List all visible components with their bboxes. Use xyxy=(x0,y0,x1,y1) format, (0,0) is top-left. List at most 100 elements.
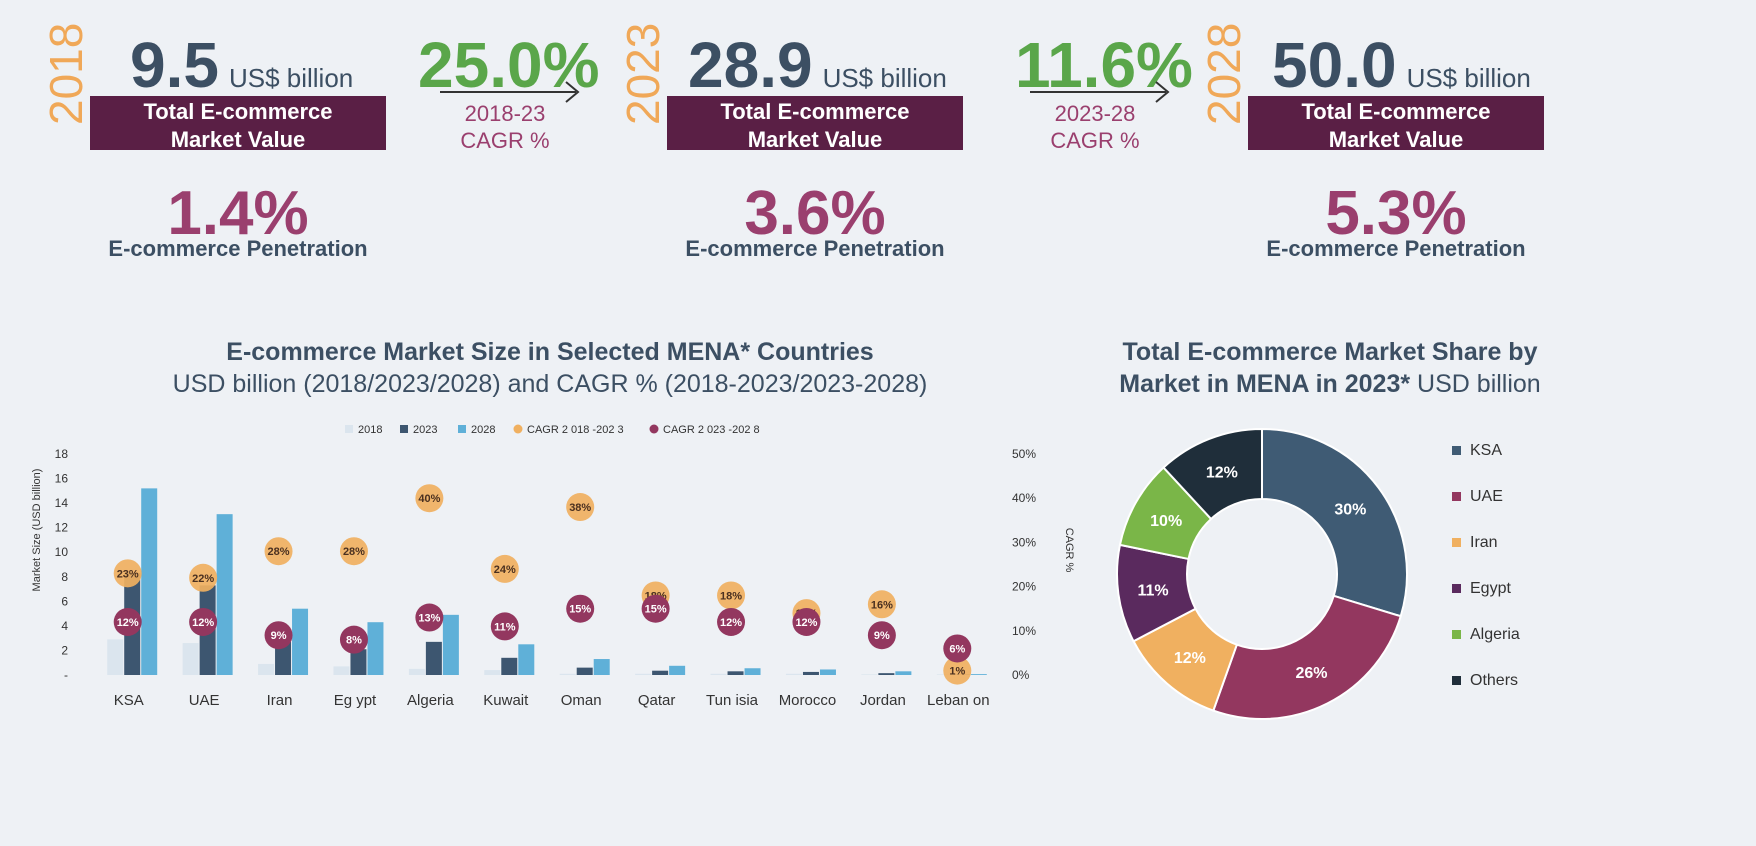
legend-swatch xyxy=(1452,630,1461,639)
cagr-value-label: 16% xyxy=(871,599,893,611)
x-tick-label: Kuwait xyxy=(483,692,529,709)
cagr-value-label: 23% xyxy=(117,568,139,580)
kpi-band: Total E-commerce Market Value xyxy=(667,96,963,152)
legend-swatch xyxy=(1452,538,1461,547)
kpi-year: 2018 xyxy=(40,22,92,125)
bar xyxy=(258,663,275,675)
bar xyxy=(802,671,819,675)
growth-value: 25.0% xyxy=(418,29,600,101)
bar xyxy=(576,667,593,675)
y-tick-label: 2 xyxy=(61,643,68,657)
cagr-marker xyxy=(189,563,218,592)
bar xyxy=(216,514,233,675)
cagr-marker xyxy=(490,554,519,583)
pie-chart-title-line1: Total E-commerce Market Share by xyxy=(1122,338,1538,366)
cagr-value-label: 38% xyxy=(569,502,591,514)
kpi-value: 9.5 US$ billion xyxy=(130,28,353,102)
cagr-marker xyxy=(113,607,142,636)
cagr-marker xyxy=(264,537,293,566)
legend-label: Egypt xyxy=(1470,580,1511,597)
kpi-year: 2028 xyxy=(1198,22,1250,125)
legend-label: CAGR 2 018 -202 3 xyxy=(527,424,624,436)
cagr-value-label: 12% xyxy=(117,617,139,629)
cagr-value-label: 15% xyxy=(569,604,591,616)
legend-label: 2023 xyxy=(413,424,437,436)
donut-slice-label: 12% xyxy=(1206,465,1238,482)
cagr-value-label: 11% xyxy=(494,621,516,633)
y-tick-label: 10 xyxy=(55,545,69,559)
cagr-marker xyxy=(415,603,444,632)
donut-slice xyxy=(1261,427,1408,618)
donut-slice-label: 30% xyxy=(1334,502,1366,519)
bar-chart-title-main: E-commerce Market Size in Selected MENA*… xyxy=(226,338,874,366)
cagr-value-label: 28% xyxy=(268,546,290,558)
penetration-value: 5.3% xyxy=(1325,179,1467,248)
cagr-value-label: 6% xyxy=(949,643,965,655)
bar xyxy=(350,649,367,675)
x-axis-labels: KSA UAE Iran Eg ypt Algeria Kuwait Oman Qatar Tu… xyxy=(114,692,990,709)
cagr-marker xyxy=(189,607,218,636)
y-tick-label: - xyxy=(64,668,68,682)
cagr-marker xyxy=(566,493,595,522)
kpi-year: 2023 xyxy=(617,22,669,125)
penetration-label: E-commerce Penetration xyxy=(108,236,368,261)
cagr-marker xyxy=(415,484,444,513)
cagr-marker xyxy=(867,621,896,650)
x-tick-label: Oman xyxy=(561,692,602,709)
cagr-value-label: 24% xyxy=(494,564,516,576)
cagr-marker xyxy=(339,537,368,566)
kpi-band-line1: Total E-commerce xyxy=(1301,99,1491,124)
x-tick-label: Tun isia xyxy=(706,692,759,709)
x-tick-label: Qatar xyxy=(638,692,676,709)
donut-slice-label: 12% xyxy=(1174,650,1206,667)
y2-tick-label: 10% xyxy=(1012,624,1036,638)
cagr-marker xyxy=(943,656,972,685)
donut-slice xyxy=(1212,594,1402,720)
arrow-right-icon xyxy=(440,81,580,103)
cagr-value-label: 8% xyxy=(346,635,362,647)
cagr-marker xyxy=(717,607,746,636)
growth-caption: CAGR % xyxy=(1050,128,1140,153)
bar xyxy=(652,670,669,675)
x-tick-label: Jordan xyxy=(860,692,906,709)
donut-chart: 30% 26% 12% 11% 10% 12% KSA UAE Iran Egypt Algeri… xyxy=(1116,427,1520,720)
bars xyxy=(107,488,987,675)
bar xyxy=(895,671,912,675)
pie-chart-title-line2: Market in MENA in 2023* xyxy=(1119,370,1411,398)
kpi-unit: US$ billion xyxy=(1406,63,1531,93)
y-tick-label: 4 xyxy=(61,619,68,633)
cagr-value-label: 28% xyxy=(343,546,365,558)
bar xyxy=(501,657,518,675)
y-tick-label: 12 xyxy=(55,521,69,535)
legend-label: Algeria xyxy=(1470,626,1520,643)
bar xyxy=(484,670,501,675)
y-axis-label: Market Size (USD billion) xyxy=(31,469,43,592)
bar xyxy=(878,673,895,675)
y2-tick-label: 30% xyxy=(1012,535,1036,549)
y-tick-label: 16 xyxy=(55,472,69,486)
donut-slice xyxy=(1162,427,1263,521)
bar-chart: 2018 2023 2028 CAGR 2 018 -202 3 CAGR 2 023 … xyxy=(31,424,1075,709)
legend-label: UAE xyxy=(1470,488,1503,505)
cagr-value-label: 13% xyxy=(418,613,440,625)
donut-slice-label: 10% xyxy=(1150,513,1182,530)
growth-label: 2023-28 CAGR % xyxy=(1020,100,1170,154)
cagr-value-label: 9% xyxy=(874,630,890,642)
cagr-value-label: 12% xyxy=(192,617,214,629)
bar-chart-title: E-commerce Market Size in Selected MENA*… xyxy=(150,336,950,400)
cagr-value-label: 1% xyxy=(949,666,965,678)
bar xyxy=(275,641,292,675)
bar xyxy=(367,622,384,675)
x-tick-label: Morocco xyxy=(779,692,837,709)
x-tick-label: Eg ypt xyxy=(334,692,377,709)
cagr-marker xyxy=(264,621,293,650)
arrow-right-icon xyxy=(1030,81,1170,103)
bar xyxy=(744,668,761,675)
cagr-value-label: 15% xyxy=(645,604,667,616)
cagr-marker xyxy=(566,594,595,623)
penetration-label: E-commerce Penetration xyxy=(1266,236,1526,261)
y2-tick-label: 50% xyxy=(1012,447,1036,461)
bar xyxy=(107,639,124,675)
legend-label: 2028 xyxy=(471,424,495,436)
bar xyxy=(408,668,425,675)
